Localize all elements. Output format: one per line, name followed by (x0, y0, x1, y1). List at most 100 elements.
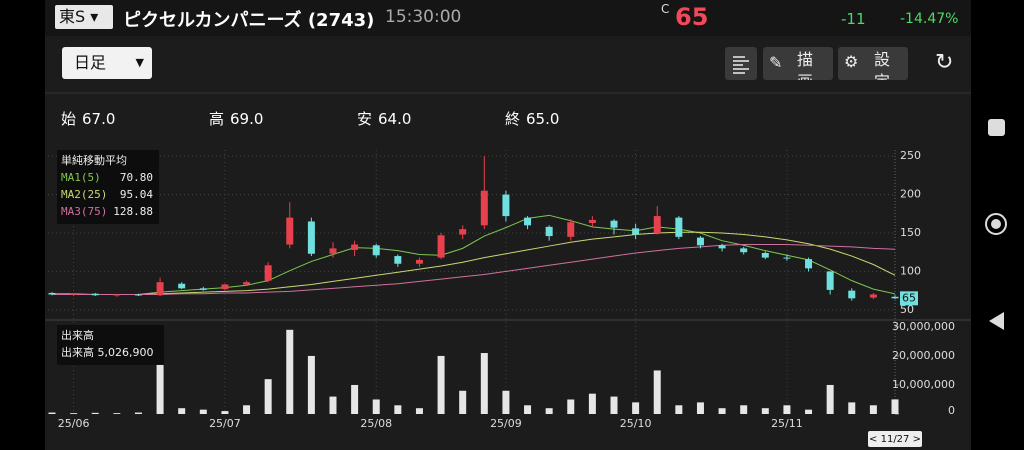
ma-legend-name: MA3(75) (61, 205, 108, 218)
candle-body (891, 296, 899, 299)
icon-lines (733, 56, 749, 74)
volume-bar (567, 399, 575, 414)
volume-bar (91, 412, 99, 414)
ohlc-label: 終 (505, 110, 521, 128)
candle-body (675, 217, 683, 237)
ohlc-value: 67.0 (82, 110, 116, 128)
candle-body (761, 252, 769, 258)
y-tick-label: 100 (900, 264, 921, 277)
recent-apps-button[interactable] (988, 119, 1005, 136)
volume-legend-row: 出来高 5,026,900 (61, 344, 164, 361)
candle-body (243, 282, 251, 285)
candle-body (480, 190, 488, 226)
stock-name: ピクセルカンパニーズ (2743) (123, 10, 375, 31)
home-button[interactable] (985, 213, 1007, 235)
candle-body (826, 271, 834, 290)
price: 65 (675, 3, 709, 31)
ma-legend-value: 70.80 (119, 171, 153, 184)
volume-bar (675, 405, 683, 414)
ohlc-value: 64.0 (378, 110, 412, 128)
volume-bar (70, 413, 78, 414)
volume-bar (632, 402, 640, 414)
indicator-button[interactable] (725, 47, 757, 80)
ohlc-item: 始 67.0 (61, 108, 115, 129)
volume-bar (437, 355, 445, 414)
volume-bar (545, 408, 553, 414)
candle-body (307, 221, 315, 254)
volume-bar (740, 405, 748, 414)
candle-body (805, 259, 813, 269)
volume-tick-label: 0 (948, 404, 955, 417)
volume-bar (718, 408, 726, 414)
gear-icon: ⚙ (844, 52, 859, 71)
volume-tick-label: 30,000,000 (892, 320, 955, 333)
volume-bar (653, 370, 661, 414)
settings-button[interactable]: ⚙ 設定 (838, 47, 908, 80)
ma-legend: 単純移動平均 MA1(5) 70.80 MA2(25) 95.04 MA3(75) 128… (57, 150, 159, 224)
volume-tick-label: 20,000,000 (892, 349, 955, 362)
volume-bar (113, 413, 121, 414)
candle-body (48, 292, 56, 295)
change-pct: -14.47% (900, 11, 959, 27)
x-tick-label: 25/07 (209, 417, 241, 430)
cursor-tag (868, 431, 922, 447)
time: 15:30:00 (385, 7, 462, 27)
candle-body (567, 222, 575, 237)
refresh-button[interactable]: ↻ (935, 50, 954, 75)
ohlc-label: 安 (357, 110, 373, 128)
candle-body (178, 283, 186, 289)
volume-bar (199, 409, 207, 414)
candle-body (502, 194, 510, 217)
pencil-icon: ✎ (769, 53, 783, 72)
y-tick-label: 150 (900, 226, 921, 239)
volume-bar (221, 411, 229, 414)
draw-button[interactable]: ✎ 描画 (763, 47, 833, 80)
volume-tick-label: 10,000,000 (892, 378, 955, 391)
ohlc-item: 終 65.0 (505, 108, 559, 129)
y-tick-label: 50 (900, 303, 914, 316)
candle-body (848, 290, 856, 299)
volume-bar (134, 412, 142, 414)
last-price-tag (900, 291, 918, 306)
volume-bar (610, 396, 618, 414)
y-tick-label: 250 (900, 149, 921, 162)
volume-bar (502, 390, 510, 414)
ma-legend-title: 単純移動平均 (61, 154, 127, 167)
candle-body (199, 288, 207, 290)
ma-legend-row: MA2(25) 95.04 (61, 186, 159, 203)
candle-body (329, 248, 337, 254)
candle-body (610, 220, 618, 228)
ma-legend-value: 128.88 (113, 205, 153, 218)
volume-bar (48, 412, 56, 414)
candle-body (869, 294, 877, 298)
volume-bar (459, 390, 467, 414)
x-tick-label: 25/10 (620, 417, 652, 430)
ma-line (52, 214, 896, 295)
volume-bar (761, 408, 769, 414)
candle-body (70, 293, 78, 295)
volume-bar (243, 405, 251, 414)
ohlc-value: 69.0 (230, 110, 264, 128)
volume-legend: 出来高 出来高 5,026,900 (57, 325, 164, 365)
volume-bar (415, 408, 423, 414)
exchange-select[interactable]: 東S ▾ (55, 5, 113, 29)
ma-legend-name: MA2(25) (61, 188, 108, 201)
candle-body (524, 217, 532, 226)
period-select[interactable]: 日足 ▼ (62, 47, 152, 79)
candle-body (221, 284, 229, 290)
ohlc-item: 安 64.0 (357, 108, 411, 129)
volume-bar (286, 329, 294, 414)
back-button[interactable] (989, 312, 1004, 330)
ohlc-label: 高 (209, 110, 225, 128)
volume-bar (480, 353, 488, 414)
change: -11 (841, 10, 866, 28)
volume-bar (178, 408, 186, 414)
toolbar: 日足 ▼ ✎ 描画 ⚙ 設定 ↻ 始 67.0 高 69.0 安 64.0 終 65.0 (45, 0, 971, 140)
volume-legend-title: 出来高 (61, 329, 94, 342)
volume-legend-name: 出来高 (61, 346, 94, 359)
last-price-label: 65 (902, 291, 916, 304)
volume-bar (351, 384, 359, 414)
candle-body (588, 219, 596, 224)
